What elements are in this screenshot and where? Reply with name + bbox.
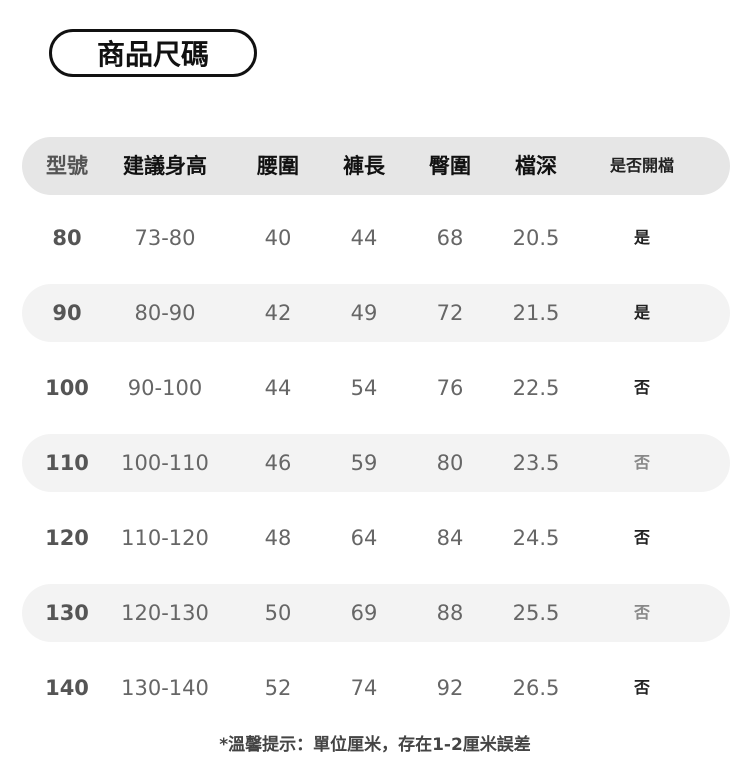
cell-pants-length: 54 [350,376,378,400]
cell-pants-length: 49 [350,301,378,325]
cell-waist: 46 [264,451,292,475]
table-row: 130 120-130 50 69 88 25.5 否 [22,584,730,642]
cell-hip: 84 [436,526,464,550]
cell-open-crotch: 否 [633,528,651,547]
cell-hip: 76 [436,376,464,400]
cell-size: 80 [52,226,82,250]
table-row: 140 130-140 52 74 92 26.5 否 [22,659,730,717]
cell-size: 120 [45,526,89,550]
page-title: 商品尺碼 [49,29,257,77]
header-pants-length: 褲長 [343,154,385,178]
cell-recommended-height: 90-100 [127,376,203,400]
cell-recommended-height: 73-80 [134,226,196,250]
cell-recommended-height: 130-140 [121,676,209,700]
cell-pants-length: 44 [350,226,378,250]
cell-pants-length: 74 [350,676,378,700]
cell-recommended-height: 110-120 [121,526,209,550]
header-waist: 腰圍 [257,154,299,178]
cell-open-crotch: 否 [633,378,651,397]
table-row: 100 90-100 44 54 76 22.5 否 [22,359,730,417]
cell-open-crotch: 否 [633,678,651,697]
cell-recommended-height: 120-130 [121,601,209,625]
cell-pants-length: 69 [350,601,378,625]
size-note: *溫馨提示：單位厘米，存在1-2厘米誤差 [219,735,531,755]
cell-crotch-depth: 22.5 [512,376,560,400]
cell-size: 110 [45,451,89,475]
table-row: 120 110-120 48 64 84 24.5 否 [22,509,730,567]
cell-pants-length: 64 [350,526,378,550]
header-hip: 臀圍 [429,154,471,178]
cell-size: 90 [52,301,82,325]
cell-size: 100 [45,376,89,400]
cell-waist: 44 [264,376,292,400]
table-row: 80 73-80 40 44 68 20.5 是 [22,209,730,267]
cell-hip: 80 [436,451,464,475]
cell-open-crotch: 否 [633,453,651,472]
header-open-crotch: 是否開檔 [609,156,675,175]
cell-waist: 40 [264,226,292,250]
cell-waist: 48 [264,526,292,550]
cell-open-crotch: 否 [633,603,651,622]
cell-recommended-height: 80-90 [134,301,196,325]
cell-hip: 68 [436,226,464,250]
header-size: 型號 [46,154,88,178]
cell-hip: 92 [436,676,464,700]
cell-open-crotch: 是 [633,228,651,247]
table-row: 90 80-90 42 49 72 21.5 是 [22,284,730,342]
cell-crotch-depth: 21.5 [512,301,560,325]
cell-crotch-depth: 20.5 [512,226,560,250]
cell-waist: 50 [264,601,292,625]
cell-waist: 42 [264,301,292,325]
cell-size: 130 [45,601,89,625]
cell-hip: 72 [436,301,464,325]
cell-crotch-depth: 25.5 [512,601,560,625]
cell-recommended-height: 100-110 [121,451,209,475]
cell-crotch-depth: 26.5 [512,676,560,700]
cell-pants-length: 59 [350,451,378,475]
cell-open-crotch: 是 [633,303,651,322]
table-header: 型號 建議身高 腰圍 褲長 臀圍 檔深 是否開檔 [22,137,730,195]
cell-crotch-depth: 23.5 [512,451,560,475]
cell-size: 140 [45,676,89,700]
table-row: 110 100-110 46 59 80 23.5 否 [22,434,730,492]
header-crotch-depth: 檔深 [515,154,557,178]
cell-hip: 88 [436,601,464,625]
cell-waist: 52 [264,676,292,700]
cell-crotch-depth: 24.5 [512,526,560,550]
header-recommended-height: 建議身高 [123,154,207,178]
